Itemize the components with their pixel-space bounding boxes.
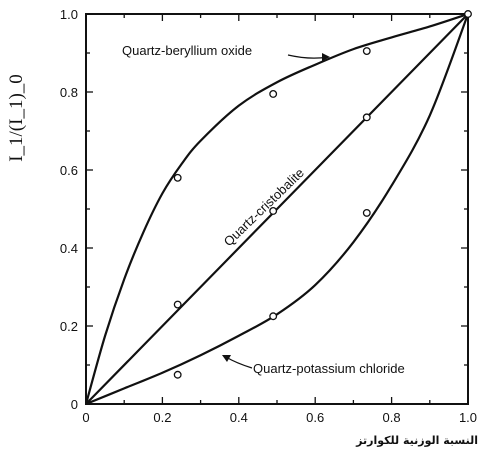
y-tick-label: 0.6	[60, 163, 78, 178]
y-tick-label: 0.4	[60, 241, 78, 256]
label-arrow-head	[322, 53, 330, 61]
data-point	[362, 47, 371, 55]
y-tick-label: 0.2	[60, 319, 78, 334]
y-tick-label: 0.8	[60, 85, 78, 100]
label-arrow	[225, 356, 253, 369]
data-point	[269, 206, 278, 215]
y-tick-label: 0	[71, 397, 78, 412]
data-point	[362, 113, 371, 122]
x-tick-label: 0.2	[153, 410, 171, 425]
x-tick-label: 0.8	[383, 410, 401, 425]
data-point	[269, 312, 278, 321]
label-potassium-chloride: Quartz-potassium chloride	[253, 361, 405, 376]
data-point	[173, 173, 182, 182]
x-tick-label: 1.0	[459, 410, 477, 425]
data-point	[362, 208, 371, 217]
curve-cristobalite	[85, 13, 469, 405]
x-axis-label: النسبة الوزنية للكوارتز	[355, 434, 478, 447]
data-point	[173, 370, 182, 379]
curve-labels: Quartz-beryllium oxide Quartz-cristobalit…	[122, 43, 405, 376]
y-axis-label: I_1/(I_1)_0	[6, 74, 27, 162]
label-arrow-head	[222, 355, 231, 362]
y-tick-label: 1.0	[60, 7, 78, 22]
label-cristobalite: Quartz-cristobalite	[221, 165, 307, 249]
data-point	[269, 89, 278, 98]
curves	[84, 12, 470, 406]
label-beryllium-oxide: Quartz-beryllium oxide	[122, 43, 252, 58]
x-tick-label: 0.6	[306, 410, 324, 425]
x-tick-label: 0	[82, 410, 89, 425]
data-points	[173, 10, 472, 379]
data-point	[464, 10, 472, 18]
curve-potassium-chloride	[85, 13, 470, 406]
curve-beryllium-oxide	[84, 12, 469, 405]
data-point	[173, 300, 182, 309]
x-tick-label: 0.4	[230, 410, 248, 425]
